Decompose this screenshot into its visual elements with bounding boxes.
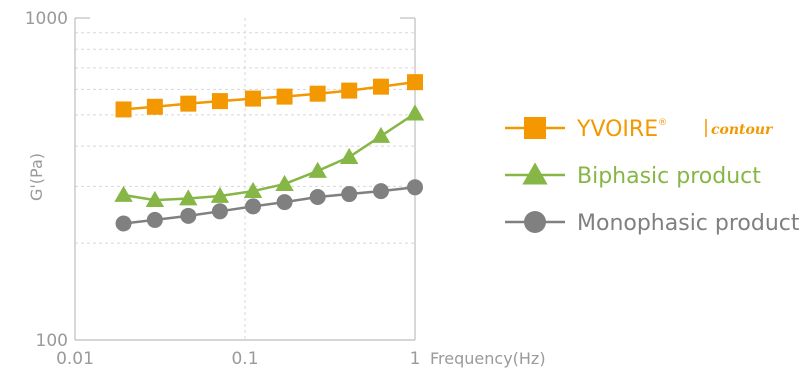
data-point-circle (180, 207, 197, 224)
y-tick-label: 100 (36, 331, 68, 351)
data-point-circle (407, 179, 423, 196)
data-point-triangle (371, 126, 391, 143)
legend-marker-circle (524, 211, 546, 233)
data-point-square (146, 98, 163, 115)
legend-label: Monophasic product (577, 211, 800, 236)
data-point-square (211, 93, 228, 110)
x-tick-label: 0.01 (56, 349, 94, 369)
data-point-circle (146, 211, 163, 228)
data-point-circle (115, 215, 132, 232)
data-point-triangle (275, 174, 294, 191)
data-point-triangle (114, 185, 133, 202)
legend-marker-triangle (522, 162, 548, 185)
series-layer (114, 74, 425, 232)
data-point-square (276, 88, 293, 105)
data-point-square (407, 74, 423, 91)
x-tick-label: 0.1 (231, 349, 258, 369)
data-point-circle (372, 183, 389, 200)
data-point-square (341, 82, 358, 99)
legend-label-registered: ® (658, 118, 667, 128)
data-point-circle (341, 186, 358, 203)
series-line-triangle (123, 112, 416, 202)
data-point-triangle (145, 190, 165, 207)
series-line-circle (123, 186, 416, 225)
data-point-triangle (340, 147, 359, 164)
data-point-square (245, 90, 262, 107)
data-point-triangle (405, 104, 425, 121)
x-axis-label: Frequency(Hz) (430, 349, 546, 368)
data-point-circle (211, 203, 228, 220)
y-axis-label: G'(Pa) (27, 153, 46, 201)
grid (75, 18, 415, 340)
data-point-square (372, 78, 389, 95)
data-point-square (115, 101, 132, 118)
data-point-circle (245, 198, 262, 215)
data-point-triangle (308, 161, 327, 178)
legend-label-sub: contour (711, 122, 774, 138)
data-point-square (180, 95, 197, 112)
legend-label-main: YVOIRE (576, 117, 658, 142)
legend-marker-square (524, 117, 546, 139)
legend-label: YVOIRE® (576, 117, 667, 142)
legend: YVOIRE® contour Biphasic product Monophasic… (505, 117, 800, 236)
data-point-triangle (210, 186, 230, 203)
series-line-square (123, 80, 416, 111)
y-tick-label: 1000 (25, 9, 68, 29)
data-point-circle (309, 189, 326, 206)
x-tick-label: 1 (410, 349, 421, 369)
data-point-square (309, 85, 326, 102)
data-point-triangle (243, 181, 263, 199)
legend-label: Biphasic product (577, 164, 761, 189)
data-point-triangle (179, 189, 198, 206)
data-point-circle (276, 194, 293, 211)
axes: 100 1000 0.01 0.1 1 Frequency(Hz) G'(Pa) (25, 9, 546, 369)
